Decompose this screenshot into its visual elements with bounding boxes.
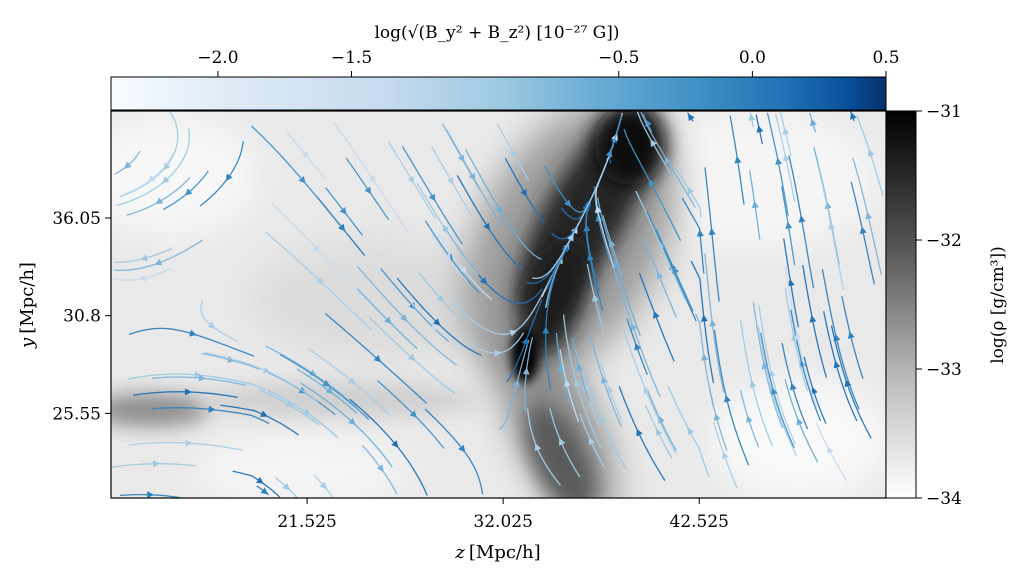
density-blob bbox=[80, 115, 260, 235]
right-colorbar-label: log(ρ [g/cm³]) bbox=[988, 246, 1008, 364]
right-colorbar-ticks: −31 −32 −33 −34 bbox=[916, 102, 962, 509]
x-axis-label: z [Mpc/h] bbox=[454, 542, 540, 563]
right-colorbar: −31 −32 −33 −34 log(ρ [g/cm³]) bbox=[886, 102, 1008, 509]
x-tick-label: 21.525 bbox=[277, 512, 336, 532]
top-colorbar-tick-label: −1.5 bbox=[331, 48, 372, 68]
y-tick-label: 25.55 bbox=[52, 404, 101, 424]
y-tick-label: 30.8 bbox=[63, 307, 101, 327]
y-axis-ticks: 36.05 30.8 25.55 bbox=[52, 209, 111, 424]
top-colorbar-tick-label: −2.0 bbox=[197, 48, 238, 68]
x-tick-label: 42.525 bbox=[670, 512, 729, 532]
right-colorbar-gradient bbox=[886, 111, 916, 498]
top-colorbar-label: log(√(B_y² + B_z²) [10⁻²⁷ G]) bbox=[374, 23, 619, 43]
right-colorbar-tick-label: −33 bbox=[926, 360, 962, 380]
top-colorbar-tick-label: 0.5 bbox=[872, 48, 899, 68]
density-field bbox=[80, 65, 890, 536]
y-tick-label: 36.05 bbox=[52, 209, 101, 229]
density-blob bbox=[200, 382, 480, 418]
x-tick-label: 32.025 bbox=[473, 512, 532, 532]
top-colorbar-tick-label: −0.5 bbox=[598, 48, 639, 68]
right-colorbar-tick-label: −32 bbox=[926, 231, 962, 251]
density-blob bbox=[90, 394, 210, 426]
top-colorbar-tick-label: 0.0 bbox=[739, 48, 766, 68]
right-colorbar-tick-label: −31 bbox=[926, 102, 962, 122]
density-blob bbox=[710, 380, 890, 500]
top-colorbar-gradient bbox=[111, 77, 886, 110]
y-axis-label: y[Mpc/h] bbox=[17, 262, 38, 349]
top-colorbar-ticks: −2.0 −1.5 −0.5 0.0 0.5 bbox=[197, 48, 899, 77]
x-axis-ticks: 21.525 32.025 42.525 bbox=[277, 498, 729, 532]
right-colorbar-tick-label: −34 bbox=[926, 489, 962, 509]
top-colorbar: −2.0 −1.5 −0.5 0.0 0.5 log(√(B_y² + B_z²) [1… bbox=[111, 23, 900, 110]
